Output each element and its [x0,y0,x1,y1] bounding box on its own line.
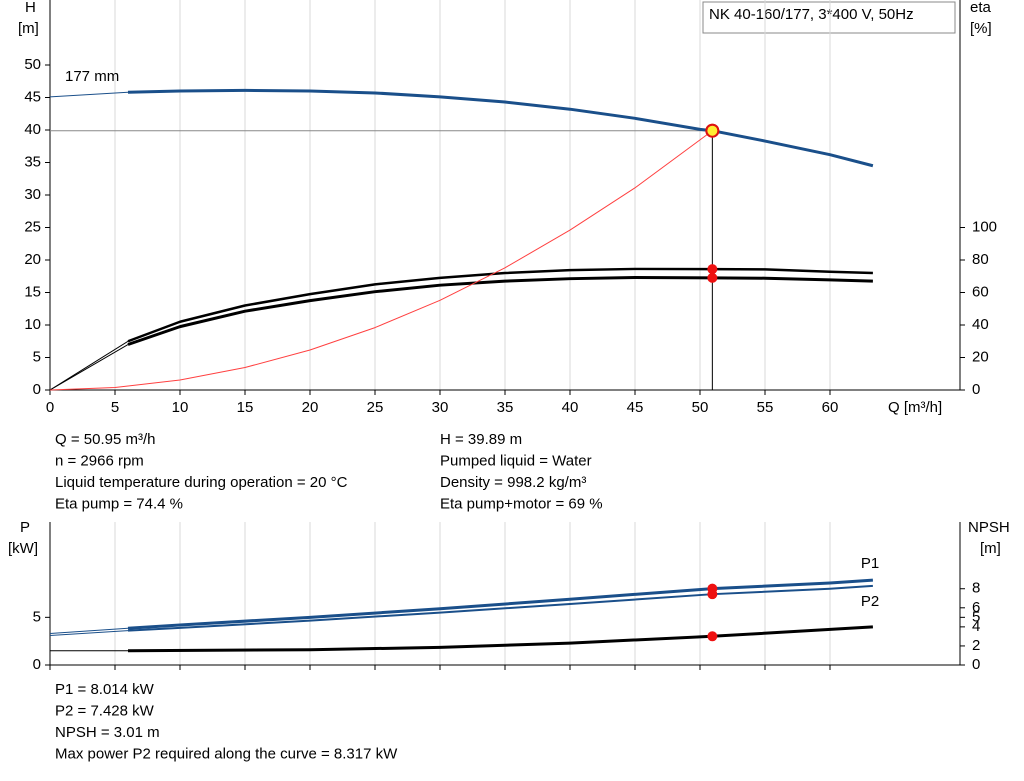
curve [127,584,873,632]
y2-tick-label: 4 [972,618,980,635]
y-tick-label: 45 [24,88,41,105]
y-axis-label: H [25,0,36,16]
series-label: P1 [861,555,879,572]
y-tick-label: 50 [24,56,41,73]
y2-axis-label: eta [970,0,992,16]
info-line: n = 2966 rpm [55,452,144,469]
x-tick-label: 10 [172,399,189,416]
info-line: Pumped liquid = Water [440,452,592,469]
x-tick-label: 15 [237,399,254,416]
x-tick-label: 45 [627,399,644,416]
y-tick-label: 35 [24,153,41,170]
curve [127,276,873,346]
y2-axis-unit: [m] [980,540,1001,557]
y2-tick-label: 0 [972,656,980,673]
curve [49,344,129,391]
x-tick-label: 55 [757,399,774,416]
x-tick-label: 35 [497,399,514,416]
curve [49,91,129,98]
curve [49,627,129,635]
y2-tick-label: 8 [972,580,980,597]
info-line: Liquid temperature during operation = 20… [55,474,348,491]
curve [127,88,874,168]
y-tick-label: 30 [24,186,41,203]
y2-axis-label: NPSH [968,519,1010,536]
info-line: Q = 50.95 m³/h [55,431,155,448]
y2-tick-label: 40 [972,316,989,333]
y2-tick-label: 2 [972,637,980,654]
title-box [702,1,956,34]
curve [127,267,873,343]
y2-tick-label: 6 [972,599,980,616]
y-tick-label: 10 [24,316,41,333]
y2-tick-label: 0 [972,381,980,398]
info-line: Max power P2 required along the curve = … [55,745,398,762]
curve [49,130,713,391]
info-line: P2 = 7.428 kW [55,702,155,719]
y-tick-label: 20 [24,251,41,268]
x-tick-label: 20 [302,399,319,416]
operating-point [705,123,720,138]
y-axis-unit: [kW] [8,540,38,557]
y-axis-label: P [20,519,30,536]
y-tick-label: 40 [24,121,41,138]
y-tick-label: 0 [33,381,41,398]
operating-dot [707,631,718,642]
curve [127,578,873,630]
x-tick-label: 30 [432,399,449,416]
info-line: Eta pump = 74.4 % [55,495,183,512]
y2-tick-label: 5 [972,608,980,625]
curve [127,625,873,653]
y2-tick-label: 100 [972,218,997,235]
y-tick-label: 0 [33,656,41,673]
y2-tick-label: 60 [972,283,989,300]
y2-axis-unit: [%] [970,20,992,37]
operating-dot [707,264,718,275]
info-line: P1 = 8.014 kW [55,681,155,698]
x-tick-label: 50 [692,399,709,416]
y-tick-label: 15 [24,283,41,300]
info-line: H = 39.89 m [440,431,522,448]
y2-tick-label: 20 [972,348,989,365]
x-tick-label: 5 [111,399,119,416]
y-tick-label: 5 [33,608,41,625]
info-line: Eta pump+motor = 69 % [440,495,603,512]
x-tick-label: 60 [822,399,839,416]
info-line: NPSH = 3.01 m [55,724,160,741]
x-tick-label: 40 [562,399,579,416]
operating-dot [707,589,718,600]
x-axis-label: Q [m³/h] [888,399,942,416]
curve [49,630,129,636]
x-tick-label: 0 [46,399,54,416]
y-tick-label: 25 [24,218,41,235]
info-line: Density = 998.2 kg/m³ [440,474,586,491]
chart-title: NK 40-160/177, 3*400 V, 50Hz [709,6,914,23]
operating-dot [707,272,718,283]
x-tick-label: 25 [367,399,384,416]
series-label: P2 [861,593,879,610]
y-tick-label: 5 [33,348,41,365]
y-axis-unit: [m] [18,20,39,37]
y2-tick-label: 80 [972,251,989,268]
series-label: 177 mm [65,68,119,85]
